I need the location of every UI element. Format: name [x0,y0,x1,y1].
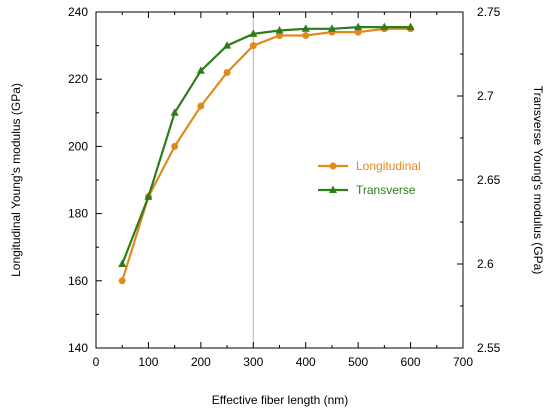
transverse-point [223,41,232,49]
legend-transverse-label: Transverse [356,183,416,197]
longitudinal-point [171,142,179,150]
legend-longitudinal-label: Longitudinal [356,159,421,173]
x-axis: 0 100 200 300 400 500 600 700 [93,12,473,369]
y-right-tick-label: 2.6 [477,257,494,271]
longitudinal-series-line [121,27,411,282]
x-tick-label: 0 [93,355,100,369]
y-axis-right-title: Transverse Young's modulus (GPa) [531,86,545,275]
y-axis-right: 2.55 2.6 2.65 2.7 2.75 [457,5,501,355]
longitudinal-point [276,32,283,40]
y-right-tick-label: 2.55 [477,341,501,355]
transverse-point [170,108,179,116]
y-axis-left-title: Longitudinal Young's modulus (GPa) [9,83,23,277]
y-left-tick-label: 140 [68,341,88,355]
longitudinal-point [249,42,257,50]
plot-border [95,11,464,349]
transverse-series-line [121,26,411,265]
plot-frame [95,11,464,349]
y-left-tick-label: 220 [68,72,88,86]
transverse-point [249,29,258,37]
x-tick-label: 700 [453,355,473,369]
y-left-tick-label: 200 [68,139,88,153]
x-axis-title: Effective fiber length (nm) [212,393,349,407]
y-right-tick-label: 2.65 [477,173,501,187]
transverse-point [196,66,205,74]
longitudinal-point [302,32,310,40]
x-tick-label: 600 [401,355,421,369]
transverse-point [275,25,284,34]
x-tick-label: 100 [138,355,158,369]
y-left-tick-label: 180 [68,207,88,221]
transverse-point [118,259,127,267]
transverse-point [406,22,415,31]
y-axis-left: 140 160 180 200 220 240 [68,5,102,355]
y-left-tick-label: 160 [68,274,88,288]
transverse-point [301,24,310,32]
transverse-point [354,22,363,31]
longitudinal-point [197,102,205,110]
legend-transverse-marker [329,185,337,193]
longitudinal-point [354,28,362,36]
x-tick-label: 400 [296,355,316,369]
legend-longitudinal-marker [329,162,337,170]
series-layer [118,22,415,285]
x-tick-label: 300 [243,355,263,369]
longitudinal-point [223,68,231,76]
transverse-point [327,24,336,32]
legend: Longitudinal Transverse [318,159,421,197]
longitudinal-point [118,277,126,285]
transverse-point [380,22,389,31]
y-left-tick-label: 240 [68,5,88,19]
x-tick-label: 200 [191,355,211,369]
x-tick-label: 500 [348,355,368,369]
y-right-tick-label: 2.7 [477,89,494,103]
y-right-tick-label: 2.75 [477,5,501,19]
transverse-point [144,192,153,200]
